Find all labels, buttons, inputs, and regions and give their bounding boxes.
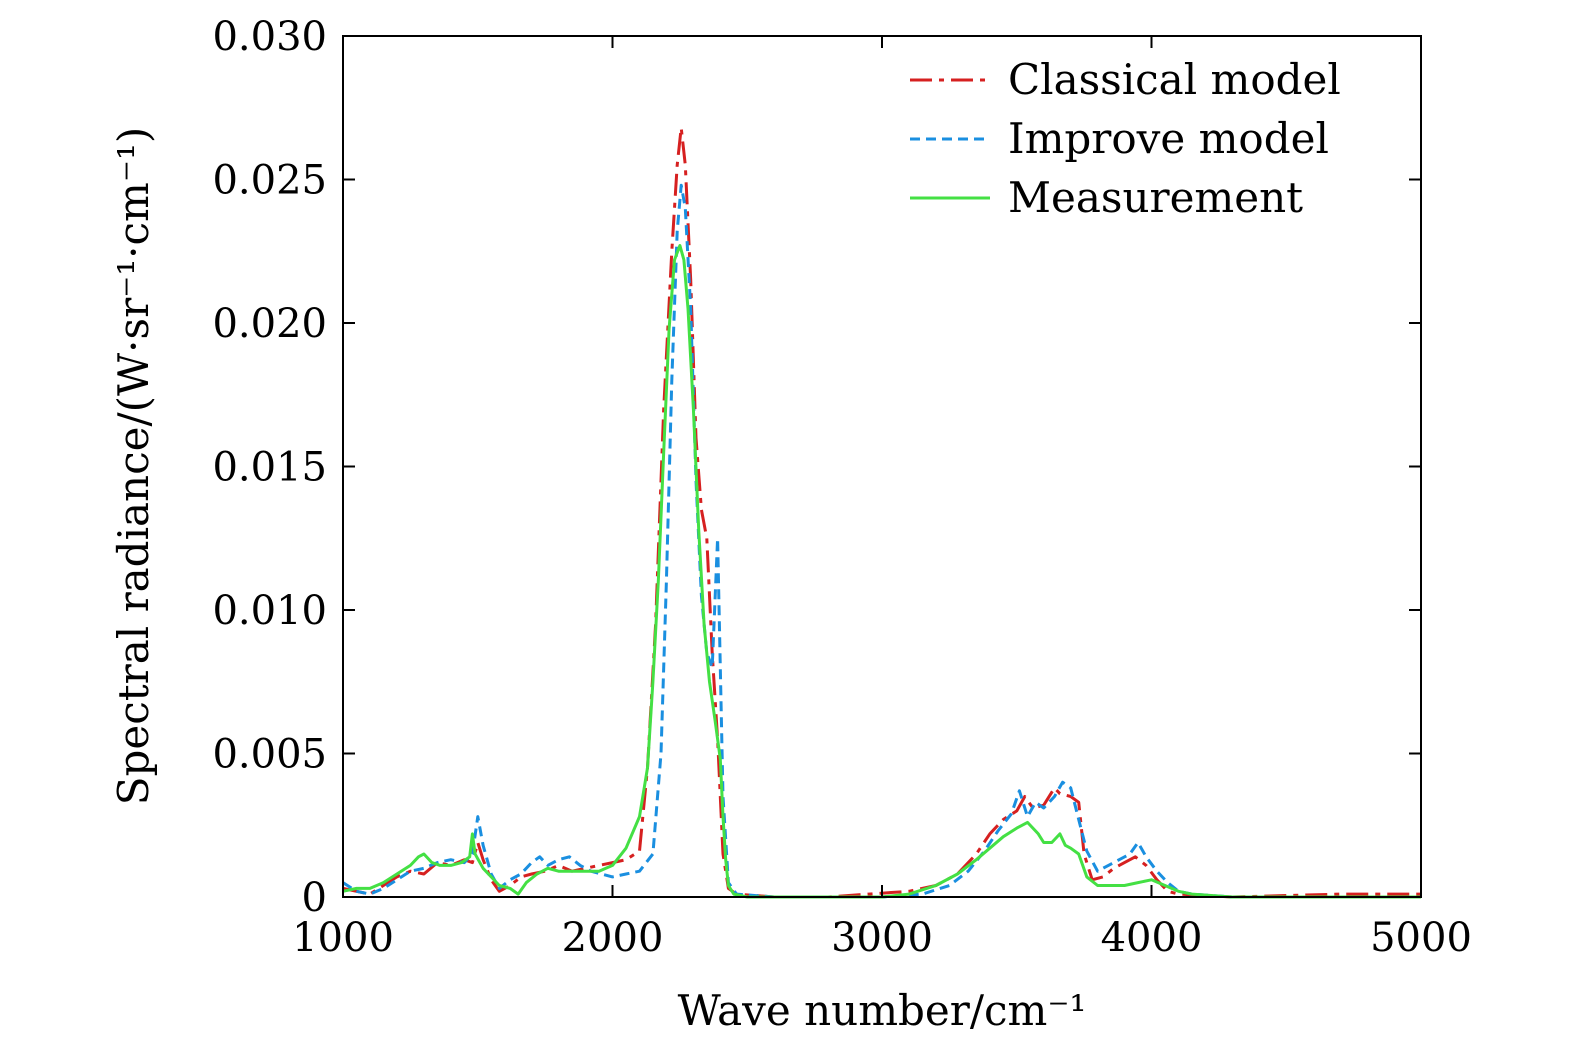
plot-frame: [342, 35, 1422, 898]
y-tick-label: 0.020: [212, 301, 327, 347]
y-axis-label: Spectral radiance/(W·sr⁻¹·cm⁻¹): [109, 127, 158, 806]
x-tick-label: 2000: [562, 915, 664, 961]
x-axis-label: Wave number/cm⁻¹: [678, 986, 1087, 1035]
legend: Classical model Improve model Measurement: [910, 55, 1341, 222]
legend-label-1: Classical model: [1008, 55, 1341, 104]
x-tick-label: 4000: [1101, 915, 1203, 961]
series-line-2: [342, 183, 1421, 899]
series-layer: [342, 126, 1421, 899]
y-tick-label: 0.015: [212, 445, 327, 491]
y-tick-label: 0.005: [212, 732, 327, 778]
y-tick-label: 0.030: [212, 14, 327, 60]
ticks-layer: 1000 2000 3000 4000 5000 0 0.005 0.010 0.015 0.02…: [212, 14, 1471, 961]
y-tick-label: 0.025: [212, 158, 327, 204]
x-tick-label: 1000: [292, 915, 394, 961]
series-line-3: [342, 244, 1421, 899]
y-tick-label: 0.010: [212, 588, 327, 634]
x-tick-label: 3000: [831, 915, 933, 961]
legend-label-2: Improve model: [1008, 114, 1329, 163]
series-line-1: [342, 126, 1421, 899]
y-tick-label: 0: [302, 875, 327, 921]
x-tick-label: 5000: [1370, 915, 1472, 961]
legend-label-3: Measurement: [1008, 173, 1303, 222]
